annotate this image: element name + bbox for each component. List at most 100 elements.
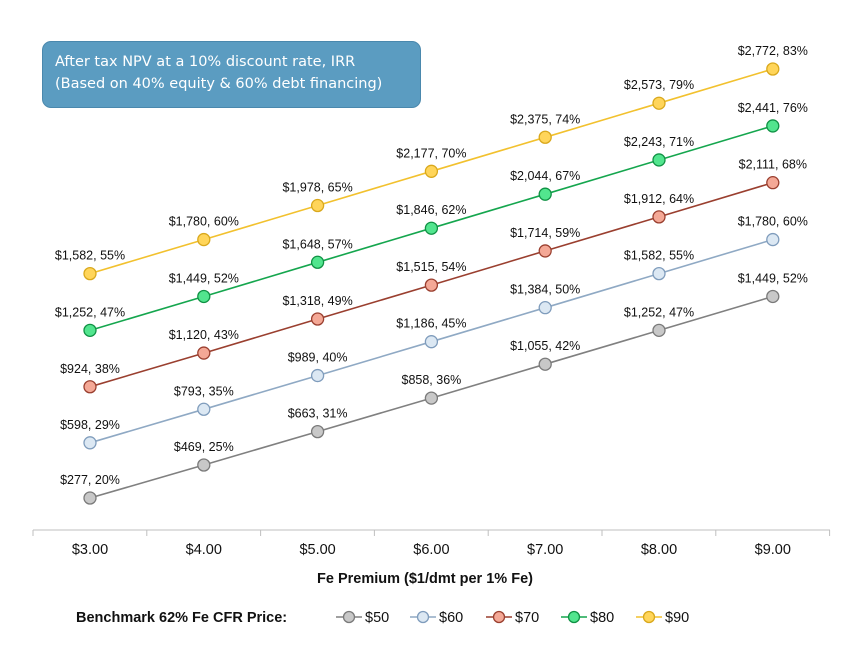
- data-point: [197, 346, 211, 360]
- data-label: $1,252, 47%: [624, 305, 694, 319]
- legend-label: $80: [590, 610, 614, 626]
- data-label: $2,441, 76%: [738, 101, 808, 115]
- data-point: [538, 187, 552, 201]
- legend-marker: [492, 610, 506, 624]
- legend-item-80: $80: [561, 610, 614, 626]
- data-label: $1,384, 50%: [510, 283, 580, 297]
- chart-title-line-1: After tax NPV at a 10% discount rate, IR…: [55, 54, 356, 70]
- data-label: $598, 29%: [60, 418, 120, 432]
- data-point: [766, 62, 780, 76]
- data-label: $1,120, 43%: [169, 328, 239, 342]
- data-point: [652, 210, 666, 224]
- data-label: $1,252, 47%: [55, 305, 125, 319]
- legend-item-60: $60: [410, 610, 463, 626]
- data-point: [197, 232, 211, 247]
- x-axis: $3.00 $4.00 $5.00 $6.00 $7.00 $8.00 $9.00: [32, 529, 831, 558]
- series-markers: [83, 62, 780, 505]
- data-label: $1,186, 45%: [396, 317, 466, 331]
- x-tick-label: $4.00: [186, 542, 222, 558]
- data-point: [197, 289, 211, 304]
- data-point: [538, 357, 552, 371]
- data-label: $1,912, 64%: [624, 192, 694, 206]
- data-label: $2,243, 71%: [624, 135, 694, 149]
- data-label: $663, 31%: [288, 407, 348, 421]
- legend-marker: [642, 610, 656, 624]
- data-label: $1,780, 60%: [738, 215, 808, 229]
- legend-marker: [567, 610, 581, 624]
- data-label: $469, 25%: [174, 440, 234, 454]
- data-label: $2,772, 83%: [738, 44, 808, 58]
- data-label: $1,780, 60%: [169, 215, 239, 229]
- data-point: [310, 198, 325, 213]
- data-point: [83, 380, 97, 394]
- data-point: [310, 424, 325, 439]
- chart-title-box: After tax NPV at a 10% discount rate, IR…: [42, 41, 421, 108]
- data-point: [766, 176, 780, 190]
- data-point: [424, 335, 439, 349]
- data-point: [424, 391, 439, 405]
- data-label: $1,515, 54%: [396, 260, 466, 274]
- data-label: $858, 36%: [402, 373, 462, 387]
- data-point: [310, 312, 325, 326]
- data-label: $277, 20%: [60, 473, 120, 487]
- data-label: $1,055, 42%: [510, 339, 580, 353]
- x-tick-label: $8.00: [641, 542, 677, 558]
- data-label: $793, 35%: [174, 384, 234, 398]
- legend-label: $70: [515, 610, 539, 626]
- legend-item-90: $90: [636, 610, 689, 626]
- x-tick-label: $6.00: [413, 542, 449, 558]
- data-label: $2,111, 68%: [739, 158, 807, 172]
- data-point: [83, 436, 97, 450]
- data-point: [83, 266, 97, 281]
- legend-label: $90: [665, 610, 689, 626]
- data-point: [197, 402, 211, 416]
- data-label: $1,978, 65%: [282, 181, 352, 195]
- data-label: $1,648, 57%: [282, 237, 352, 251]
- data-point: [766, 232, 780, 247]
- data-point: [310, 255, 325, 269]
- data-point: [197, 458, 211, 472]
- x-tick-label: $7.00: [527, 542, 563, 558]
- legend-item-50: $50: [336, 610, 389, 626]
- data-point: [652, 323, 666, 338]
- data-point: [538, 301, 552, 315]
- data-point: [652, 153, 666, 167]
- data-label: $1,582, 55%: [624, 249, 694, 263]
- data-point: [766, 289, 780, 304]
- data-point: [424, 221, 439, 235]
- data-label: $1,449, 52%: [738, 271, 808, 285]
- legend-title: Benchmark 62% Fe CFR Price:: [76, 610, 287, 626]
- data-point: [83, 323, 97, 338]
- legend-label: $60: [439, 610, 463, 626]
- data-point: [310, 368, 325, 383]
- x-tick-label: $9.00: [755, 542, 791, 558]
- data-label: $2,573, 79%: [624, 78, 694, 92]
- data-point: [83, 491, 97, 505]
- legend-label: $50: [365, 610, 389, 626]
- data-point: [424, 164, 439, 178]
- data-labels: $277, 20% $469, 25% $663, 31% $858, 36% $1,0…: [55, 44, 808, 487]
- data-label: $1,582, 55%: [55, 249, 125, 263]
- data-label: $2,044, 67%: [510, 169, 580, 183]
- data-label: $1,846, 62%: [396, 203, 466, 217]
- data-point: [766, 119, 780, 133]
- data-label: $2,375, 74%: [510, 112, 580, 126]
- x-tick-label: $5.00: [299, 542, 335, 558]
- legend: Benchmark 62% Fe CFR Price: $50 $60 $70 $80 $…: [76, 610, 689, 626]
- data-label: $989, 40%: [288, 351, 348, 365]
- data-label: $1,318, 49%: [282, 294, 352, 308]
- x-tick-label: $3.00: [72, 542, 108, 558]
- data-point: [652, 96, 666, 110]
- legend-marker: [416, 610, 430, 624]
- data-label: $2,177, 70%: [396, 146, 466, 160]
- data-point: [652, 266, 666, 281]
- data-point: [424, 278, 439, 292]
- chart-title-line-2: (Based on 40% equity & 60% debt financin…: [55, 76, 383, 92]
- data-point: [538, 244, 552, 258]
- data-label: $924, 38%: [60, 362, 120, 376]
- legend-item-70: $70: [486, 610, 539, 626]
- x-axis-label: Fe Premium ($1/dmt per 1% Fe): [317, 571, 533, 587]
- data-label: $1,449, 52%: [169, 271, 239, 285]
- data-label: $1,714, 59%: [510, 226, 580, 240]
